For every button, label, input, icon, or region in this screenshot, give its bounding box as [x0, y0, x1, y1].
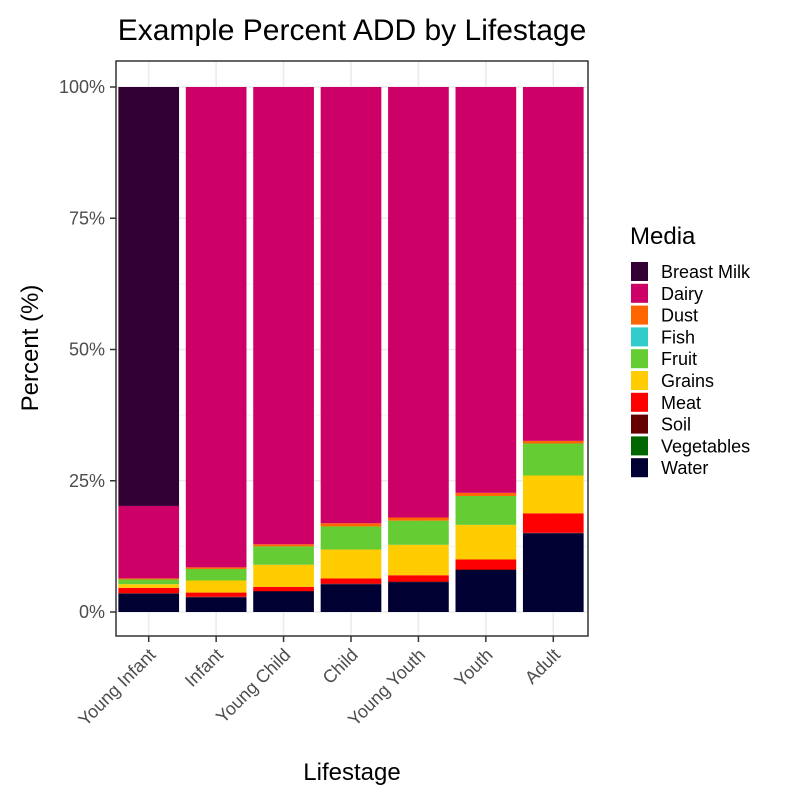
legend-label: Dust: [661, 306, 698, 326]
y-tick-label: 25%: [69, 471, 105, 491]
bar-segment: [185, 596, 247, 598]
legend-title: Media: [630, 223, 696, 250]
bar-stack: [253, 87, 314, 612]
legend: Media Breast MilkDairyDustFishFruitGrain…: [630, 223, 751, 478]
bar-segment: [522, 440, 584, 444]
bar-segment: [118, 579, 180, 585]
bar-segment: [320, 584, 382, 612]
bar-segment: [118, 505, 180, 579]
bar-segment: [185, 567, 247, 569]
legend-swatch: [631, 262, 648, 281]
y-axis-label: Percent (%): [17, 285, 44, 412]
bar-segment: [388, 582, 449, 612]
bar-segment: [253, 586, 314, 591]
legend-swatch: [631, 349, 648, 369]
bar-segment: [118, 593, 180, 594]
bar-segment: [455, 87, 517, 493]
bar-segment: [185, 87, 247, 568]
legend-swatch: [631, 392, 648, 412]
bar-segment: [253, 564, 314, 587]
legend-swatch: [631, 327, 648, 347]
bar-segment: [388, 517, 449, 521]
legend-label: Fruit: [661, 349, 697, 369]
bar-segment: [455, 524, 517, 560]
bar-segment: [522, 475, 584, 514]
y-tick-label: 75%: [69, 208, 105, 228]
legend-label: Vegetables: [661, 436, 750, 456]
bar-segment: [320, 87, 382, 524]
legend-label: Soil: [661, 415, 691, 435]
panel-border: [115, 60, 589, 637]
legend-label: Dairy: [661, 284, 703, 304]
legend-label: Grains: [661, 371, 714, 391]
bar-segment: [118, 584, 180, 588]
legend-swatch: [631, 305, 648, 325]
legend-label: Fish: [661, 327, 695, 347]
y-tick-label: 0%: [79, 602, 105, 622]
legend-swatch: [631, 283, 648, 303]
bar-segment: [455, 570, 517, 612]
legend-swatch: [631, 458, 648, 478]
legend-swatch: [631, 436, 648, 456]
bar-segment: [253, 591, 314, 612]
legend-items: Breast MilkDairyDustFishFruitGrainsMeatS…: [631, 262, 751, 478]
bar-stack: [522, 87, 584, 612]
bar-segment: [185, 580, 247, 593]
bar-segment: [388, 575, 449, 582]
bar-stack: [455, 87, 517, 612]
bar-stack: [118, 87, 180, 612]
bar-segment: [118, 578, 180, 580]
y-tick-label: 100%: [59, 77, 105, 97]
bar-segment: [253, 546, 314, 565]
bar-segment: [118, 587, 180, 594]
bar-segment: [522, 443, 584, 476]
chart-title: Example Percent ADD by Lifestage: [118, 14, 587, 47]
bar-segment: [118, 593, 180, 612]
bar-segment: [388, 520, 449, 545]
bar-segment: [522, 87, 584, 441]
bar-segment: [320, 523, 382, 527]
y-axis: 0% 25% 50% 75% 100%: [59, 77, 116, 622]
y-tick-label: 50%: [69, 340, 105, 360]
legend-label: Meat: [661, 393, 701, 413]
bar-segment: [455, 569, 517, 570]
legend-swatch: [631, 371, 648, 390]
bar-segment: [522, 532, 584, 534]
bar-segment: [253, 544, 314, 547]
x-axis-label: Lifestage: [303, 759, 400, 786]
bar-segment: [320, 526, 382, 550]
bar-stack: [320, 87, 382, 612]
bar-segment: [253, 591, 314, 592]
bar-segment: [320, 578, 382, 584]
bar-segment: [455, 495, 517, 525]
plot-panel: [115, 60, 589, 637]
bar-segment: [522, 513, 584, 533]
legend-swatch: [631, 414, 648, 434]
bar-segment: [455, 559, 517, 570]
bar-segment: [455, 492, 517, 496]
bar-segment: [522, 533, 584, 612]
bar-segment: [185, 568, 247, 581]
bar-segment: [320, 583, 382, 585]
bar-segment: [388, 581, 449, 583]
bar-segment: [185, 592, 247, 597]
bar-stack: [388, 87, 449, 612]
legend-label: Breast Milk: [661, 262, 751, 282]
bar-segment: [388, 87, 449, 518]
bar-segment: [118, 87, 180, 506]
bar-segment: [388, 544, 449, 576]
bar-stack: [185, 87, 247, 612]
legend-label: Water: [661, 458, 708, 478]
bar-segment: [320, 549, 382, 579]
bars: [118, 87, 584, 612]
bar-segment: [253, 87, 314, 545]
bar-segment: [185, 597, 247, 612]
